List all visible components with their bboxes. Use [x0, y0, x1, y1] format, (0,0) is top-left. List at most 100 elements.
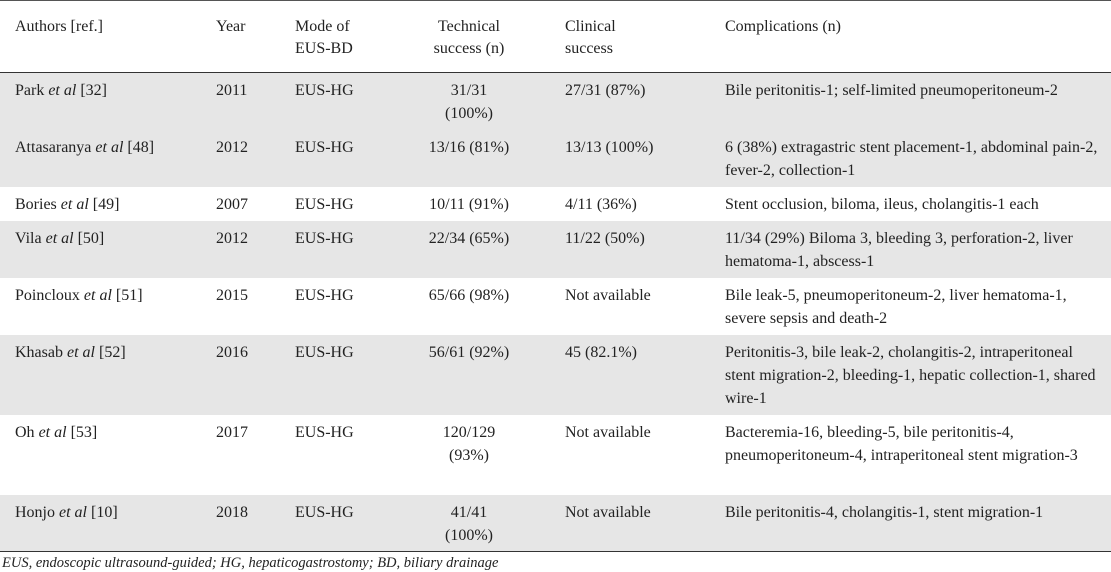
author-etal: et al [45, 229, 74, 247]
complications-table: Authors [ref.] Year Mode of EUS-BD Techn… [0, 0, 1111, 552]
mode-cell: EUS-HG [280, 187, 388, 221]
author-name: Park [15, 82, 45, 99]
mode-cell: EUS-HG [280, 130, 388, 187]
mode-value: EUS-HG [295, 138, 354, 156]
technical-success-cell: 10/11 (91%) [388, 187, 550, 221]
author-etal: et al [48, 82, 77, 99]
author-cell: Poincloux et al [51] [0, 278, 201, 335]
clinical-success-cell: 11/22 (50%) [550, 221, 710, 278]
year-cell: 2016 [201, 335, 280, 415]
technical-success-value: 10/11 (91%) [429, 195, 509, 213]
header-mode: Mode of EUS-BD [280, 1, 388, 73]
author-ref: [50] [77, 229, 105, 247]
table-body: Park et al [32] 2011 EUS-HG 31/31 (100%) 27/… [0, 72, 1111, 552]
mode-value: EUS-HG [295, 423, 354, 441]
clinical-success-value: Not available [565, 503, 651, 521]
year-value: 2012 [216, 138, 248, 156]
technical-success-cell: 120/129 (93%) [388, 415, 550, 495]
author-name: Poincloux [15, 286, 80, 304]
mode-value: EUS-HG [295, 229, 354, 247]
technical-success-value: 13/16 (81%) [428, 138, 510, 156]
technical-success-cell: 56/61 (92%) [388, 335, 550, 415]
year-value: 2018 [216, 503, 248, 521]
year-cell: 2011 [201, 73, 280, 130]
author-name: Bories [15, 195, 57, 213]
clinical-success-cell: 13/13 (100%) [550, 130, 710, 187]
mode-cell: EUS-HG [280, 415, 388, 495]
author-etal: et al [66, 343, 95, 361]
technical-success-cell: 13/16 (81%) [388, 130, 550, 187]
year-value: 2012 [216, 229, 248, 247]
clinical-success-value: Not available [565, 286, 651, 304]
author-name: Attasaranya [15, 138, 92, 156]
author-cell: Khasab et al [52] [0, 335, 201, 415]
author-ref: [48] [127, 138, 155, 156]
author-name: Vila [15, 229, 42, 247]
clinical-success-value: 13/13 (100%) [565, 138, 654, 156]
author-cell: Park et al [32] [0, 73, 201, 130]
table-row: Vila et al [50] 2012 EUS-HG 22/34 (65%) 11/2… [0, 220, 1111, 278]
complications-value: Stent occlusion, biloma, ileus, cholangi… [725, 195, 1039, 213]
technical-success-cell: 41/41 (100%) [388, 495, 550, 552]
table-row: Oh et al [53] 2017 EUS-HG 120/129 (93%) Not … [0, 414, 1111, 495]
technical-success-value: 65/66 (98%) [428, 286, 510, 304]
author-name: Honjo [15, 503, 55, 521]
author-etal: et al [60, 195, 89, 213]
year-cell: 2007 [201, 187, 280, 221]
table-row: Bories et al [49] 2007 EUS-HG 10/11 (91%) 4/… [0, 186, 1111, 221]
year-value: 2007 [216, 195, 248, 213]
technical-success-value: 120/129 (93%) [442, 423, 496, 464]
mode-cell: EUS-HG [280, 495, 388, 552]
year-value: 2011 [216, 82, 248, 99]
complications-cell: Bile peritonitis-1; self-limited pneumop… [710, 73, 1111, 130]
complications-cell: Bile leak-5, pneumoperitoneum-2, liver h… [710, 278, 1111, 335]
header-authors: Authors [ref.] [15, 18, 103, 35]
technical-success-value: 22/34 (65%) [428, 229, 510, 247]
table-row: Khasab et al [52] 2016 EUS-HG 56/61 (92%) 45… [0, 334, 1111, 415]
table-row: Park et al [32] 2011 EUS-HG 31/31 (100%) 27/… [0, 72, 1111, 130]
technical-success-value: 31/31 (100%) [445, 82, 493, 122]
author-name: Khasab [15, 343, 63, 361]
complications-cell: Bacteremia-16, bleeding-5, bile peritoni… [710, 415, 1111, 495]
year-value: 2016 [216, 343, 248, 361]
technical-success-cell: 31/31 (100%) [388, 73, 550, 130]
header-row: Authors [ref.] Year Mode of EUS-BD Techn… [0, 0, 1111, 73]
clinical-success-value: 11/22 (50%) [565, 229, 645, 247]
header-clinical-success: Clinical success [550, 1, 710, 73]
table-footnote: EUS, endoscopic ultrasound-guided; HG, h… [2, 554, 499, 571]
author-cell: Oh et al [53] [0, 415, 201, 495]
technical-success-cell: 65/66 (98%) [388, 278, 550, 335]
technical-success-cell: 22/34 (65%) [388, 221, 550, 278]
clinical-success-cell: Not available [550, 278, 710, 335]
year-cell: 2017 [201, 415, 280, 495]
mode-value: EUS-HG [295, 343, 354, 361]
year-cell: 2018 [201, 495, 280, 552]
complications-value: Bile leak-5, pneumoperitoneum-2, liver h… [725, 286, 1067, 327]
mode-value: EUS-HG [295, 82, 354, 99]
header-technical-label: Technical success (n) [433, 18, 505, 57]
year-cell: 2012 [201, 221, 280, 278]
mode-cell: EUS-HG [280, 73, 388, 130]
mode-cell: EUS-HG [280, 278, 388, 335]
author-ref: [52] [98, 343, 126, 361]
author-ref: [10] [91, 503, 118, 521]
clinical-success-cell: Not available [550, 415, 710, 495]
technical-success-value: 41/41 (100%) [445, 503, 493, 544]
clinical-success-value: 4/11 (36%) [565, 195, 637, 213]
complications-value: Peritonitis-3, bile leak-2, cholangitis-… [725, 343, 1096, 407]
author-etal: et al [38, 423, 67, 441]
clinical-success-value: 45 (82.1%) [565, 343, 637, 361]
author-ref: [32] [80, 82, 107, 99]
author-etal: et al [59, 503, 87, 521]
clinical-success-value: 27/31 (87%) [565, 82, 646, 99]
table-row: Honjo et al [10] 2018 EUS-HG 41/41 (100%) No… [0, 494, 1111, 552]
complications-cell: 6 (38%) extragastric stent placement-1, … [710, 130, 1111, 187]
year-cell: 2012 [201, 130, 280, 187]
complications-value: Bacteremia-16, bleeding-5, bile peritoni… [725, 423, 1078, 464]
author-ref: [51] [115, 286, 143, 304]
year-value: 2015 [216, 286, 248, 304]
author-ref: [49] [92, 195, 120, 213]
author-cell: Vila et al [50] [0, 221, 201, 278]
clinical-success-cell: Not available [550, 495, 710, 552]
